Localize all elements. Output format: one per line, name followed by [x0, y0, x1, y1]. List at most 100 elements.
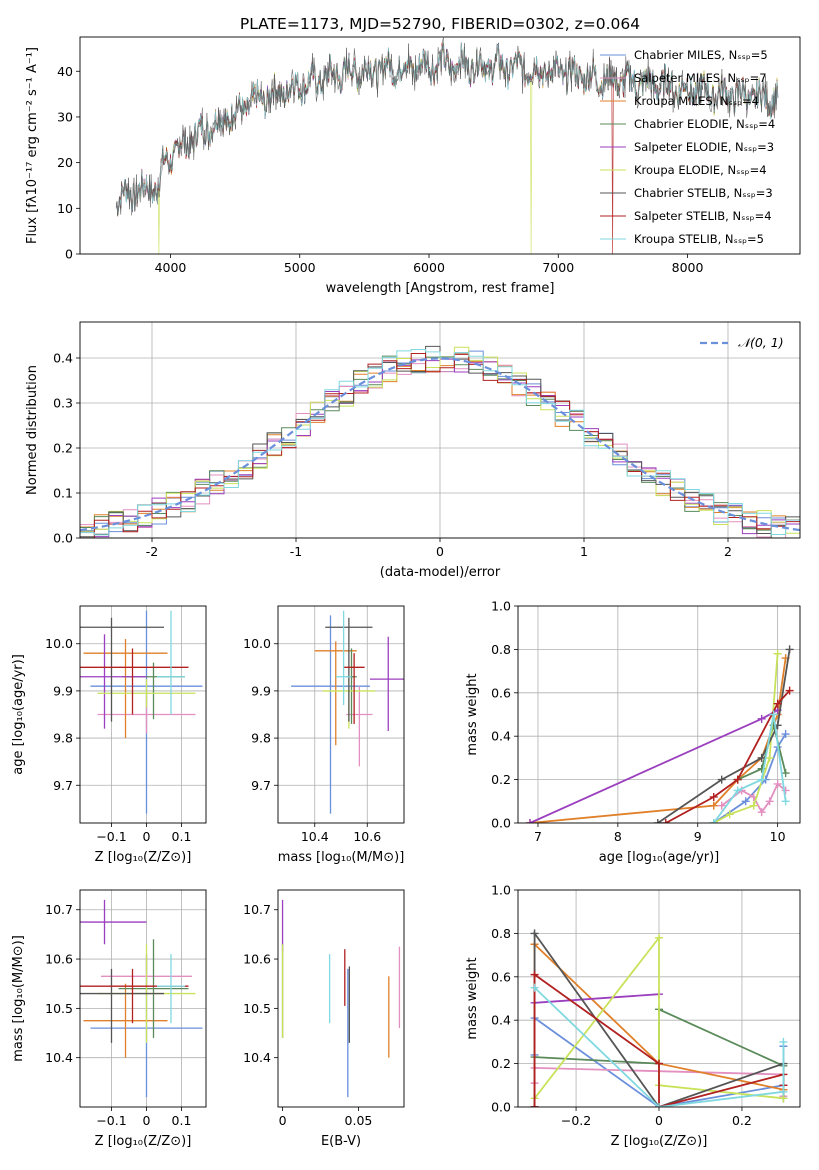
panel-residual_histogram: -2 -1 0 1 2 0.0 0.1 0.2 0.3 0.4 (data-model)/error…: [25, 321, 801, 580]
legend-label-chabrier_miles: Chabrier MILES, Nₛₛₚ=5: [634, 48, 768, 62]
weight-marker-salpeter_stelib: [655, 1059, 663, 1068]
weight-marker-salpeter_stelib: [530, 1103, 539, 1107]
y-tick-label: 0.8: [491, 642, 511, 657]
weight-line-salpeter_elodie: [534, 993, 660, 1004]
x-axis-label: age [log₁₀(age/yr)]: [599, 850, 720, 865]
weight-marker-salpeter_stelib: [785, 686, 794, 695]
panel-age_vs_mass: 10.4 10.6 9.7 9.8 9.9 10.0 mass [log₁₀(M/M⊙)]: [243, 605, 405, 865]
x-tick-label: 9: [694, 829, 702, 844]
axes-frame: [277, 889, 405, 1108]
y-tick-label: 0.0: [491, 816, 511, 831]
panel-weight_vs_age: 7 8 9 10 0.0 0.2 0.4 0.6 0.8 1.0 age [log₁₀(age/yr…: [465, 599, 801, 865]
x-tick-label: 8000: [672, 260, 704, 275]
y-tick-label: 0.0: [491, 1100, 511, 1115]
weight-marker-kroupa_elodie: [655, 933, 663, 942]
y-axis-label: mass weight: [465, 957, 480, 1039]
axes-frame: [79, 889, 207, 1108]
weight-marker-kroupa_elodie: [725, 810, 734, 819]
x-tick-label: 4000: [155, 260, 187, 275]
x-tick-label: 10.4: [301, 829, 329, 844]
weight-marker-salpeter_stelib: [733, 775, 742, 784]
y-tick-label: 30: [57, 109, 73, 124]
x-tick-label: 10.6: [353, 829, 381, 844]
gaussian-reference-curve: [80, 357, 800, 532]
y-tick-label: 1.0: [491, 883, 511, 898]
weight-marker-chabrier_miles: [781, 730, 790, 739]
x-axis-label: E(B-V): [321, 1134, 361, 1149]
x-tick-label: −0.1: [96, 829, 126, 844]
x-tick-label: -1: [290, 544, 302, 559]
y-tick-label: 10.6: [243, 952, 271, 967]
plot-area: [281, 899, 401, 1098]
weight-marker-chabrier_stelib: [530, 929, 539, 938]
figure-title: PLATE=1173, MJD=52790, FIBERID=0302, z=0…: [240, 15, 640, 33]
x-tick-label: 0: [143, 829, 151, 844]
weight-marker-chabrier_stelib: [785, 645, 794, 654]
weight-marker-salpeter_elodie: [757, 714, 766, 723]
legend-label-chabrier_elodie: Chabrier ELODIE, Nₛₛₚ=4: [634, 117, 775, 131]
x-axis-label: Z [log₁₀(Z/Z⊙)]: [611, 1134, 708, 1149]
y-tick-label: 10: [57, 201, 73, 216]
histogram-salpeter_stelib: [80, 353, 800, 538]
x-tick-label: −0.2: [561, 1113, 591, 1128]
plot-area: [518, 890, 800, 1107]
panel-spectrum: 4000 5000 6000 7000 8000 0 10 20 30 40 wavelength …: [25, 36, 801, 296]
weight-line-kroupa_stelib: [533, 986, 785, 1107]
y-tick-label: 0.6: [491, 969, 511, 984]
weight-marker-chabrier_stelib: [717, 775, 726, 784]
weight-marker-kroupa_stelib: [781, 797, 790, 806]
plot-area: [518, 606, 800, 823]
axes-frame: [79, 321, 801, 539]
y-tick-label: 0: [65, 247, 73, 262]
x-tick-label: 1: [580, 544, 588, 559]
x-axis-label: mass [log₁₀(M/M⊙)]: [278, 850, 405, 865]
weight-marker-salpeter_miles: [781, 786, 790, 795]
weight-marker-kroupa_stelib: [779, 1037, 788, 1046]
plot-area: [80, 322, 800, 538]
x-tick-label: 8: [614, 829, 622, 844]
weight-marker-salpeter_stelib: [773, 699, 782, 708]
y-axis-label: age [log₁₀(age/yr)]: [11, 654, 26, 775]
legend-label-salpeter_stelib: Salpeter STELIB, Nₛₛₚ=4: [634, 209, 772, 223]
x-tick-label: 0.1: [172, 1113, 192, 1128]
x-axis-label: Z [log₁₀(Z/Z⊙)]: [95, 850, 192, 865]
plot-area: [115, 37, 779, 254]
y-tick-label: 9.7: [251, 778, 271, 793]
axes-frame: [277, 605, 405, 824]
axes-frame: [517, 889, 801, 1108]
plot-area: [80, 606, 206, 823]
legend-label-kroupa_stelib: Kroupa STELIB, Nₛₛₚ=5: [634, 232, 764, 246]
x-tick-label: 0: [655, 1113, 663, 1128]
histogram-kroupa_stelib: [80, 349, 800, 536]
weight-marker-chabrier_miles: [741, 797, 750, 806]
y-tick-label: 0.4: [491, 1013, 511, 1028]
x-tick-label: 0: [279, 1113, 287, 1128]
legend-label-salpeter_miles: Salpeter MILES, Nₛₛₚ=7: [634, 71, 767, 85]
plot-area: [80, 890, 206, 1107]
y-tick-label: 9.8: [53, 731, 73, 746]
y-tick-label: 0.2: [53, 441, 73, 456]
legend-label-salpeter_elodie: Salpeter ELODIE, Nₛₛₚ=3: [634, 140, 774, 154]
y-tick-label: 9.8: [251, 731, 271, 746]
panel-mass_vs_ebv: 0 0.05 10.4 10.5 10.6 10.7 E(B-V): [243, 889, 405, 1149]
weight-marker-salpeter_elodie: [525, 819, 534, 823]
y-tick-label: 10.7: [243, 902, 271, 917]
panel-mass_vs_Z: −0.1 0 0.1 10.4 10.5 10.6 10.7 Z [log₁₀(Z/Z⊙)] m…: [11, 889, 207, 1149]
x-tick-label: 0.1: [172, 829, 192, 844]
axes-frame: [79, 36, 801, 255]
weight-marker-salpeter_miles: [765, 797, 774, 806]
weight-marker-kroupa_elodie: [773, 649, 782, 658]
weight-marker-chabrier_stelib: [653, 819, 662, 823]
y-tick-label: 0.1: [53, 486, 73, 501]
weight-marker-kroupa_miles: [709, 801, 718, 810]
y-axis-label: Normed distribution: [25, 365, 40, 495]
x-tick-label: 10: [770, 829, 786, 844]
y-tick-label: 0.3: [53, 396, 73, 411]
weight-marker-salpeter_stelib: [530, 970, 539, 979]
x-tick-label: 0: [436, 544, 444, 559]
y-tick-label: 0.6: [491, 685, 511, 700]
weight-marker-chabrier_elodie: [781, 769, 790, 778]
weight-marker-kroupa_stelib: [709, 819, 718, 823]
y-tick-label: 10.5: [243, 1001, 271, 1016]
